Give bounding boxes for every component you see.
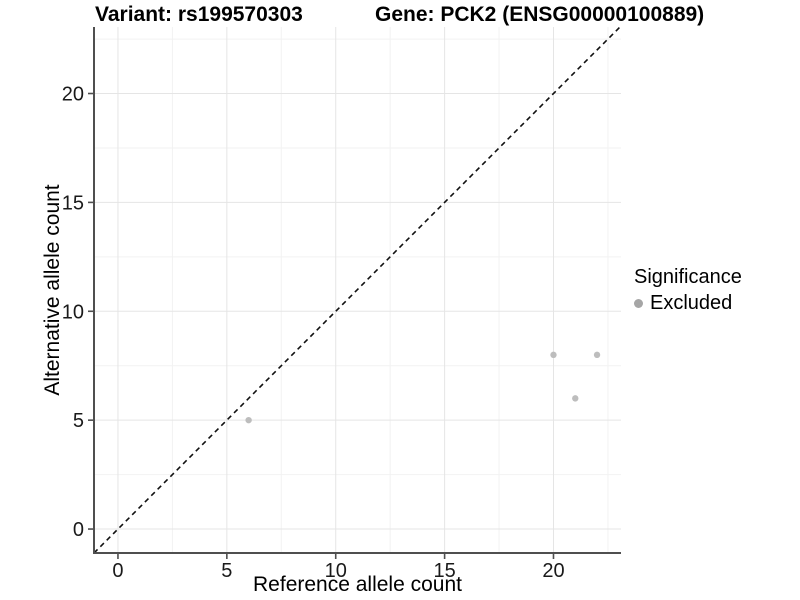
legend-title: Significance bbox=[634, 266, 742, 288]
major-gridlines bbox=[94, 27, 621, 553]
data-point bbox=[572, 395, 579, 402]
axis-lines bbox=[93, 27, 621, 554]
legend-item: Excluded bbox=[634, 292, 742, 315]
y-tick-label: 5 bbox=[73, 410, 84, 432]
x-tick-label: 20 bbox=[542, 560, 564, 582]
y-axis-title: Alternative allele count bbox=[41, 184, 64, 396]
minor-gridlines bbox=[94, 27, 621, 553]
data-point bbox=[593, 351, 601, 359]
x-tick-label: 0 bbox=[112, 560, 123, 582]
y-tick-label: 0 bbox=[73, 519, 84, 541]
y-tick-label: 15 bbox=[62, 192, 84, 214]
legend: Significance Excluded bbox=[634, 266, 742, 315]
axis-ticks: 0 5 10 15 20 0 5 10 15 20 bbox=[62, 84, 565, 582]
legend-key-dot-icon bbox=[634, 299, 643, 308]
identity-dashed-line bbox=[93, 25, 622, 554]
y-tick-label: 20 bbox=[62, 84, 84, 106]
plot-title-gene: Gene: PCK2 (ENSG00000100889) bbox=[375, 3, 705, 26]
data-point bbox=[245, 416, 252, 424]
legend-items: Excluded bbox=[634, 292, 742, 315]
legend-item-label: Excluded bbox=[650, 292, 733, 314]
y-tick-label: 10 bbox=[62, 301, 84, 323]
data-points bbox=[245, 351, 601, 424]
x-tick-label: 5 bbox=[221, 560, 232, 582]
data-point bbox=[550, 351, 557, 359]
x-axis-title: Reference allele count bbox=[253, 573, 462, 596]
x-tick-label: 15 bbox=[433, 560, 455, 582]
x-tick-label: 10 bbox=[325, 560, 347, 582]
plot-title-variant: Variant: rs199570303 bbox=[95, 3, 303, 26]
